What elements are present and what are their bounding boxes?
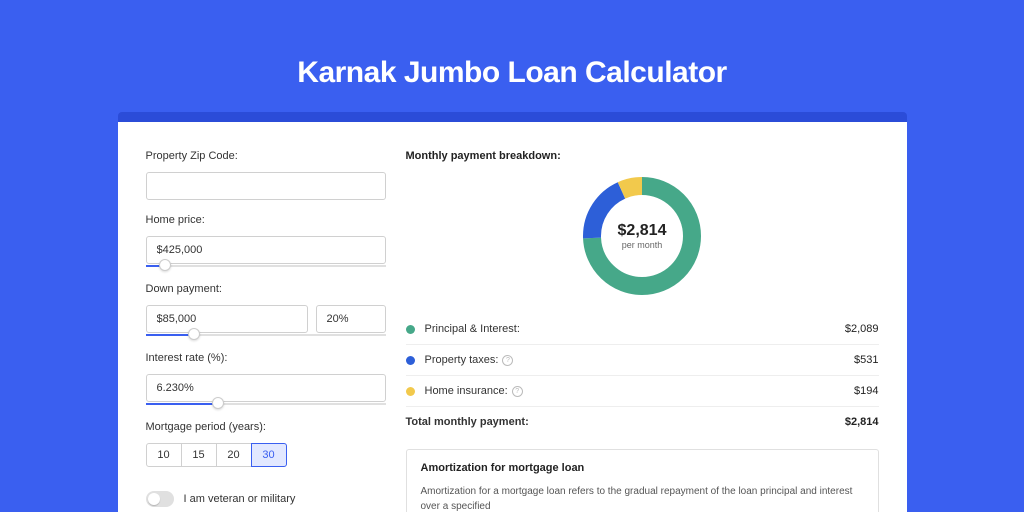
down-payment-pct-input[interactable]: [316, 305, 386, 333]
legend-swatch: [406, 387, 415, 396]
legend: Principal & Interest:$2,089Property taxe…: [406, 314, 879, 437]
mortgage-period-field: Mortgage period (years): 10152030: [146, 421, 386, 467]
outer-card: Property Zip Code: Home price: Down paym…: [118, 112, 907, 512]
interest-rate-slider[interactable]: [146, 401, 386, 407]
period-button-20[interactable]: 20: [216, 443, 252, 467]
legend-total-value: $2,814: [845, 416, 879, 428]
legend-row: Property taxes:?$531: [406, 345, 879, 376]
down-payment-label: Down payment:: [146, 283, 386, 295]
breakdown-column: Monthly payment breakdown: $2,814 per mo…: [406, 150, 879, 512]
legend-swatch: [406, 325, 415, 334]
legend-value: $531: [854, 354, 878, 366]
legend-total-row: Total monthly payment:$2,814: [406, 407, 879, 437]
legend-row: Principal & Interest:$2,089: [406, 314, 879, 345]
legend-label: Home insurance:?: [425, 385, 855, 397]
calculator-panel: Property Zip Code: Home price: Down paym…: [118, 122, 907, 512]
slider-thumb[interactable]: [188, 328, 200, 340]
veteran-row: I am veteran or military: [146, 491, 386, 507]
veteran-toggle[interactable]: [146, 491, 174, 507]
amortization-text: Amortization for a mortgage loan refers …: [421, 484, 864, 512]
mortgage-period-buttons: 10152030: [146, 443, 386, 467]
interest-rate-input[interactable]: [146, 374, 386, 402]
amortization-card: Amortization for mortgage loan Amortizat…: [406, 449, 879, 512]
mortgage-period-label: Mortgage period (years):: [146, 421, 386, 433]
down-payment-field: Down payment:: [146, 283, 386, 338]
veteran-label: I am veteran or military: [184, 493, 296, 505]
donut-center-label: per month: [622, 240, 663, 250]
zip-label: Property Zip Code:: [146, 150, 386, 162]
interest-rate-label: Interest rate (%):: [146, 352, 386, 364]
breakdown-title: Monthly payment breakdown:: [406, 150, 879, 162]
slider-thumb[interactable]: [212, 397, 224, 409]
donut-chart: $2,814 per month: [582, 176, 702, 296]
period-button-15[interactable]: 15: [181, 443, 217, 467]
home-price-field: Home price:: [146, 214, 386, 269]
home-price-input[interactable]: [146, 236, 386, 264]
period-button-30[interactable]: 30: [251, 443, 287, 467]
legend-label: Principal & Interest:: [425, 323, 845, 335]
down-payment-amount-input[interactable]: [146, 305, 308, 333]
legend-total-label: Total monthly payment:: [406, 416, 845, 428]
legend-value: $2,089: [845, 323, 879, 335]
zip-field: Property Zip Code:: [146, 150, 386, 200]
donut-chart-wrap: $2,814 per month: [406, 176, 879, 296]
home-price-label: Home price:: [146, 214, 386, 226]
period-button-10[interactable]: 10: [146, 443, 182, 467]
donut-center-amount: $2,814: [618, 222, 667, 240]
slider-thumb[interactable]: [159, 259, 171, 271]
legend-label: Property taxes:?: [425, 354, 855, 366]
down-payment-slider[interactable]: [146, 332, 386, 338]
info-icon[interactable]: ?: [502, 355, 513, 366]
legend-value: $194: [854, 385, 878, 397]
zip-input[interactable]: [146, 172, 386, 200]
legend-row: Home insurance:?$194: [406, 376, 879, 407]
amortization-title: Amortization for mortgage loan: [421, 462, 864, 474]
legend-swatch: [406, 356, 415, 365]
info-icon[interactable]: ?: [512, 386, 523, 397]
interest-rate-field: Interest rate (%):: [146, 352, 386, 407]
page-title: Karnak Jumbo Loan Calculator: [297, 56, 726, 90]
home-price-slider[interactable]: [146, 263, 386, 269]
inputs-column: Property Zip Code: Home price: Down paym…: [146, 150, 386, 512]
